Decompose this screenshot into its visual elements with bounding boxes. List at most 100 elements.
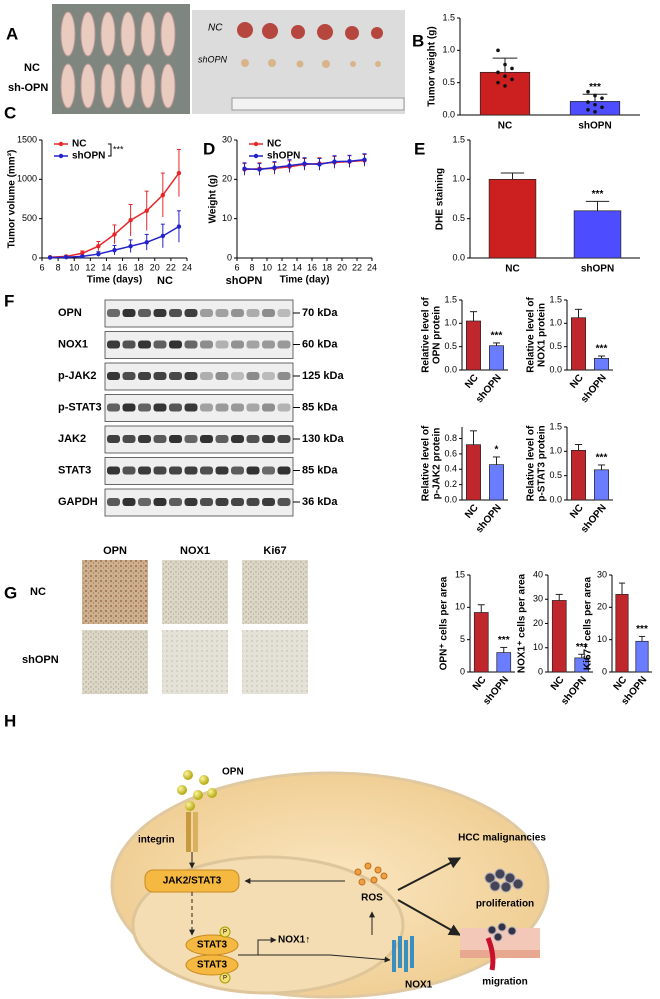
diagram-label: proliferation bbox=[476, 899, 534, 910]
x-tick-label: 16 bbox=[118, 262, 128, 272]
y-tick-label: 0.0 bbox=[444, 494, 457, 504]
blot-size: 125 kDa bbox=[302, 370, 344, 382]
blot-band bbox=[122, 435, 136, 443]
x-tick-label: NC bbox=[568, 373, 586, 391]
blot-band bbox=[200, 498, 213, 506]
y-tick-label: 0.5 bbox=[442, 77, 455, 87]
panel-label: C bbox=[4, 103, 16, 122]
y-tick-label: 1.5 bbox=[549, 294, 562, 304]
column-label: OPN bbox=[103, 545, 127, 557]
photo-note: NC bbox=[208, 23, 223, 34]
significance-bracket bbox=[108, 143, 112, 157]
data-point bbox=[96, 244, 101, 249]
bar bbox=[479, 71, 531, 116]
data-point bbox=[586, 89, 590, 94]
y-axis-label: Relative level of bbox=[526, 297, 537, 373]
x-tick-label: shOPN bbox=[579, 503, 609, 536]
x-tick-label: NC bbox=[498, 121, 512, 132]
blot-strip bbox=[104, 331, 294, 359]
y-axis-label: p-STAT3 protein bbox=[537, 425, 548, 501]
y-tick-label: 10 bbox=[597, 634, 607, 644]
blot-band bbox=[277, 340, 291, 349]
data-point bbox=[128, 218, 133, 223]
blot-band bbox=[184, 403, 198, 412]
y-axis-label: NOX1⁺ cells per area bbox=[517, 573, 528, 673]
y-tick-label: 10 bbox=[222, 213, 232, 223]
x-tick-label: 16 bbox=[307, 262, 317, 272]
legend-marker bbox=[58, 141, 64, 147]
data-point bbox=[176, 170, 182, 176]
data-point bbox=[63, 255, 69, 260]
blot-band bbox=[215, 435, 229, 443]
group-label: NC bbox=[157, 275, 173, 287]
x-axis-label: Time (days) bbox=[87, 275, 142, 286]
y-tick-label: 15 bbox=[455, 569, 465, 579]
blot-band bbox=[200, 435, 213, 443]
tumor-photo bbox=[192, 10, 405, 114]
row-label: shOPN bbox=[22, 654, 59, 666]
diagram-label: OPN bbox=[222, 767, 244, 778]
blot-band bbox=[107, 498, 120, 506]
data-point bbox=[503, 62, 507, 67]
y-tick-label: 0.5 bbox=[549, 341, 562, 351]
data-point bbox=[600, 105, 604, 110]
data-point bbox=[160, 233, 166, 239]
bar bbox=[489, 345, 504, 371]
blot-strip bbox=[104, 394, 294, 422]
y-tick-label: 0 bbox=[32, 252, 37, 262]
diagram-label: integrin bbox=[138, 835, 175, 846]
bar bbox=[466, 320, 481, 371]
x-tick-label: NC bbox=[549, 675, 567, 693]
x-tick-label: shOPN bbox=[474, 373, 504, 406]
blot-band bbox=[153, 466, 167, 475]
y-axis-label: Relative level of bbox=[421, 425, 432, 501]
y-tick-label: 20 bbox=[597, 602, 607, 612]
blot-label: GAPDH bbox=[58, 496, 98, 508]
blot-band bbox=[153, 309, 167, 317]
blot-band bbox=[277, 498, 291, 506]
blot-band bbox=[153, 435, 167, 443]
data-point bbox=[586, 100, 590, 104]
y-tick-label: 0 bbox=[460, 666, 465, 676]
y-tick-label: 30 bbox=[597, 569, 607, 579]
y-tick-label: 1.0 bbox=[452, 174, 465, 184]
blot-band bbox=[122, 403, 136, 412]
data-point bbox=[496, 80, 500, 85]
x-tick-label: 12 bbox=[277, 262, 287, 272]
blot-band bbox=[184, 498, 198, 506]
y-tick-label: 1.0 bbox=[444, 318, 457, 328]
bar bbox=[635, 640, 649, 673]
bar bbox=[551, 600, 567, 673]
y-tick-label: 0 bbox=[602, 666, 607, 676]
x-tick-label: NC bbox=[463, 503, 481, 521]
data-point bbox=[80, 254, 85, 259]
diagram-label: JAK2/STAT3 bbox=[163, 876, 222, 887]
bar bbox=[473, 612, 489, 673]
blot-band bbox=[277, 309, 291, 317]
blot-band bbox=[107, 340, 120, 349]
x-tick-label: 8 bbox=[56, 262, 61, 272]
y-tick-label: 1000 bbox=[17, 174, 37, 184]
diagram-label: STAT3 bbox=[197, 940, 228, 951]
blot-band bbox=[138, 340, 151, 349]
blot-band bbox=[153, 372, 167, 380]
blot-band bbox=[277, 403, 291, 412]
blot-band bbox=[200, 372, 213, 380]
blot-band bbox=[215, 340, 229, 349]
x-tick-label: NC bbox=[463, 373, 481, 391]
blot-band bbox=[138, 498, 151, 506]
blot-size: 36 kDa bbox=[302, 496, 338, 508]
y-tick-label: 0.4 bbox=[444, 464, 457, 474]
data-point bbox=[347, 159, 352, 164]
data-point bbox=[600, 96, 604, 100]
blot-band bbox=[231, 309, 244, 317]
blot-band bbox=[231, 403, 244, 412]
x-tick-label: 20 bbox=[337, 262, 347, 272]
significance: *** bbox=[596, 453, 608, 464]
y-tick-label: 1.5 bbox=[442, 12, 455, 22]
blot-band bbox=[262, 498, 275, 506]
bar bbox=[489, 464, 504, 501]
panel-label: B bbox=[412, 31, 424, 50]
bar bbox=[615, 594, 629, 673]
